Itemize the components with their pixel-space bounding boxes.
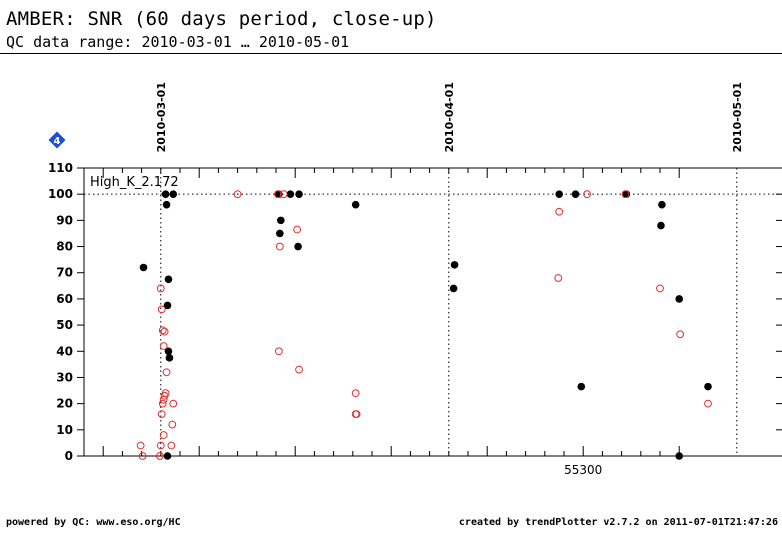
footer-created-by: created by trendPlotter v2.7.2 on 2011-0… [458,517,778,528]
y-axis-ticks: 0 10 20 30 40 50 60 70 80 90 100 110 [48,161,782,463]
y-tick-label: 50 [56,318,73,332]
diamond-badge-icon: 4 [48,131,66,149]
y-tick-label: 70 [56,266,73,280]
data-point-filled [351,200,360,209]
data-point-open [555,207,564,216]
data-point-open [293,225,302,234]
data-point-filled [163,301,172,310]
y-tick-label: 110 [48,161,73,175]
data-point-filled [295,190,303,198]
data-point-open [138,452,147,460]
badge-label: 4 [54,136,61,147]
y-tick-label: 30 [56,370,73,384]
data-point-open [158,326,167,335]
data-point-open [295,365,303,374]
data-point-filled [169,190,178,198]
data-point-filled [449,284,458,293]
data-point-open [351,410,360,419]
data-point-filled [658,200,666,209]
data-points [136,190,712,460]
data-point-filled [577,382,586,391]
data-point-open [155,452,164,460]
data-point-open [274,190,282,199]
y-tick-label: 100 [48,187,73,201]
data-point-filled [675,295,683,303]
data-point-open [156,284,165,293]
data-point-open [583,190,591,199]
data-point-filled [163,452,172,460]
data-point-open [159,395,168,404]
data-point-open [157,410,166,419]
data-point-open [279,190,288,199]
data-point-filled [704,382,712,391]
y-tick-label: 10 [56,423,73,437]
data-point-open [275,242,284,251]
y-tick-label: 80 [56,240,73,254]
data-point-open [157,305,166,314]
y-tick-label: 0 [65,449,73,463]
chart-subtitle: QC data range: 2010-03-01 … 2010-05-01 [6,33,350,51]
date-marker-label: 2010-05-01 [731,82,744,152]
data-point-filled [571,190,580,198]
y-tick-label: 90 [56,213,73,227]
data-point-filled [161,190,170,198]
data-point-open [167,441,176,450]
data-point-filled [450,261,459,269]
data-point-filled [286,190,295,198]
data-point-filled [277,216,285,225]
date-marker-label: 2010-04-01 [443,82,456,152]
data-point-filled [555,190,563,198]
date-marker-label: 2010-03-01 [155,82,168,152]
data-point-open [162,368,171,377]
data-point-filled [164,347,173,356]
data-point-filled [294,242,302,251]
data-point-open [656,284,664,293]
data-point-open [169,399,178,408]
data-point-open [351,389,360,398]
data-point-open [704,399,712,408]
data-point-filled [165,354,174,362]
data-point-open [160,327,169,336]
data-point-open [136,441,145,450]
plot-frame [83,167,782,457]
data-point-open [233,190,242,199]
data-point-filled [675,452,683,460]
data-point-open [159,342,168,350]
data-point-open [158,399,167,408]
header-divider [0,53,782,54]
data-point-filled [139,263,148,272]
x-axis-ticks: 55300 [102,168,680,477]
data-point-filled [162,200,171,209]
footer-powered-by: powered by QC: www.eso.org/HC [6,517,181,528]
data-point-filled [276,229,284,238]
x-tick-label: 55300 [564,463,602,477]
data-point-open [274,347,283,356]
y-tick-label: 60 [56,292,73,306]
data-point-filled [164,275,173,284]
data-point-open [621,190,630,199]
data-point-filled [657,221,665,230]
y-tick-label: 20 [56,397,73,411]
chart-title: AMBER: SNR (60 days period, close-up) [6,8,437,30]
data-point-open [676,330,685,339]
data-point-open [156,441,165,450]
date-markers: 2010-03-01 2010-04-01 2010-05-01 [155,82,744,456]
data-point-open [159,431,168,439]
y-tick-label: 40 [56,344,73,358]
panel-label: High_K_2.172 [90,175,179,190]
data-point-open [168,420,177,429]
data-point-open [554,274,563,282]
data-point-open [160,391,169,400]
